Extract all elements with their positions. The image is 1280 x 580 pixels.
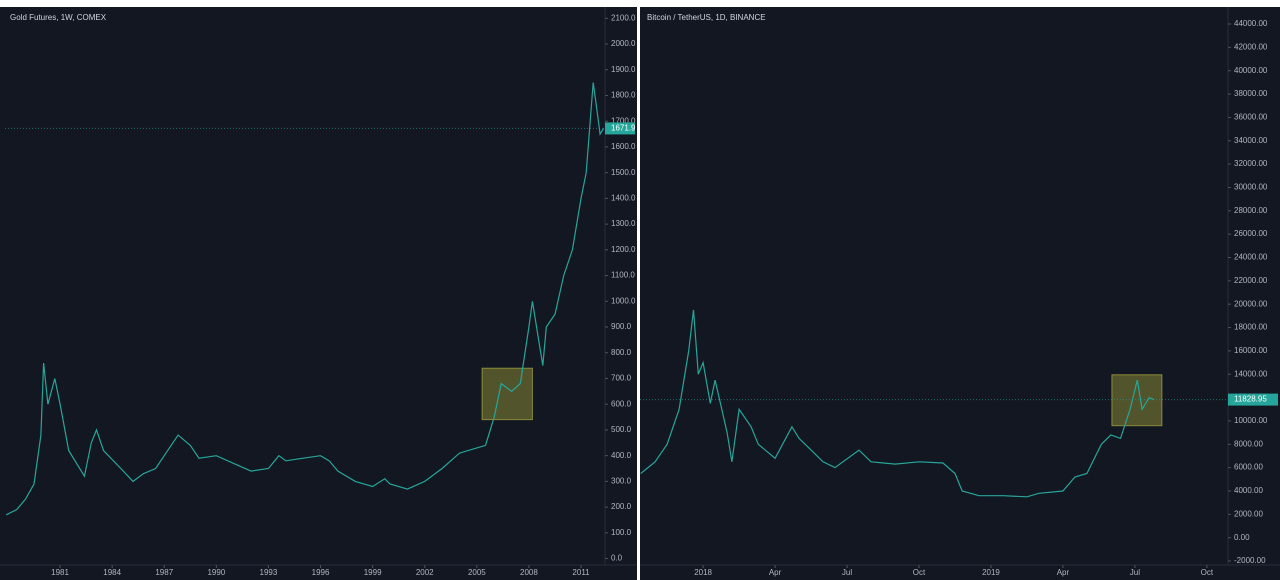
x-tick-label: 1990 bbox=[207, 568, 225, 577]
x-tick-label: Apr bbox=[1057, 568, 1070, 577]
y-tick-label: 500.0 bbox=[611, 425, 632, 434]
y-tick-label: 2000.0 bbox=[611, 39, 636, 48]
highlight-box bbox=[481, 367, 533, 421]
y-tick-label: 400.0 bbox=[611, 451, 632, 460]
y-tick-label: 700.0 bbox=[611, 374, 632, 383]
y-tick-label: 14000.00 bbox=[1234, 369, 1268, 378]
y-tick-label: 1200.0 bbox=[611, 245, 636, 254]
y-tick-label: 44000.00 bbox=[1234, 19, 1268, 28]
y-tick-label: 200.0 bbox=[611, 502, 632, 511]
last-price-label: 1671.9 bbox=[611, 124, 636, 133]
x-tick-label: Jul bbox=[1130, 568, 1140, 577]
y-tick-label: 1900.0 bbox=[611, 65, 636, 74]
x-tick-label: Jul bbox=[842, 568, 852, 577]
x-tick-label: 1993 bbox=[260, 568, 278, 577]
panel bbox=[640, 7, 1280, 580]
y-tick-label: 22000.00 bbox=[1234, 276, 1268, 285]
x-tick-label: 2011 bbox=[572, 568, 590, 577]
y-tick-label: 24000.00 bbox=[1234, 253, 1268, 262]
y-tick-label: 1500.0 bbox=[611, 168, 636, 177]
y-tick-label: 40000.00 bbox=[1234, 66, 1268, 75]
y-tick-label: 30000.00 bbox=[1234, 183, 1268, 192]
y-tick-label: 100.0 bbox=[611, 528, 632, 537]
x-tick-label: 2002 bbox=[416, 568, 434, 577]
x-tick-label: Apr bbox=[769, 568, 782, 577]
x-tick-label: Oct bbox=[913, 568, 926, 577]
y-tick-label: 4000.00 bbox=[1234, 486, 1263, 495]
y-tick-label: 26000.00 bbox=[1234, 229, 1268, 238]
y-tick-label: 2100.0 bbox=[611, 13, 636, 22]
x-tick-label: 1996 bbox=[312, 568, 330, 577]
y-tick-label: 1100.0 bbox=[611, 271, 635, 280]
y-tick-label: 38000.00 bbox=[1234, 89, 1268, 98]
y-tick-label: 600.0 bbox=[611, 399, 632, 408]
x-tick-label: Oct bbox=[1201, 568, 1214, 577]
x-tick-label: 1981 bbox=[51, 568, 69, 577]
chart-title: Bitcoin / TetherUS, 1D, BINANCE bbox=[647, 13, 766, 22]
y-tick-label: -2000.00 bbox=[1234, 556, 1266, 565]
y-tick-label: 900.0 bbox=[611, 322, 632, 331]
last-price-label: 11828.95 bbox=[1234, 395, 1267, 404]
y-tick-label: 34000.00 bbox=[1234, 136, 1268, 145]
y-tick-label: 800.0 bbox=[611, 348, 632, 357]
y-tick-label: 1000.0 bbox=[611, 296, 636, 305]
y-tick-label: 28000.00 bbox=[1234, 206, 1268, 215]
panel bbox=[0, 7, 637, 580]
y-tick-label: 10000.00 bbox=[1234, 416, 1268, 425]
y-tick-label: 42000.00 bbox=[1234, 42, 1268, 51]
y-tick-label: 20000.00 bbox=[1234, 299, 1268, 308]
x-tick-label: 1999 bbox=[364, 568, 382, 577]
y-tick-label: 8000.00 bbox=[1234, 439, 1263, 448]
y-tick-label: 300.0 bbox=[611, 476, 632, 485]
y-tick-label: 1800.0 bbox=[611, 91, 636, 100]
y-tick-label: 16000.00 bbox=[1234, 346, 1268, 355]
chart-title: Gold Futures, 1W, COMEX bbox=[10, 13, 107, 22]
y-tick-label: 0.0 bbox=[611, 554, 623, 563]
y-tick-label: 1300.0 bbox=[611, 219, 636, 228]
price-line bbox=[5, 82, 605, 516]
y-tick-label: 1600.0 bbox=[611, 142, 636, 151]
x-tick-label: 2005 bbox=[468, 568, 486, 577]
y-tick-label: 6000.00 bbox=[1234, 463, 1263, 472]
y-tick-label: 1700.0 bbox=[611, 116, 636, 125]
y-tick-label: 1400.0 bbox=[611, 193, 636, 202]
x-tick-label: 2019 bbox=[982, 568, 1000, 577]
y-tick-label: 36000.00 bbox=[1234, 113, 1268, 122]
y-tick-label: 0.00 bbox=[1234, 533, 1250, 542]
last-price-tag bbox=[605, 122, 635, 135]
x-tick-label: 1984 bbox=[103, 568, 121, 577]
price-line bbox=[640, 309, 1155, 498]
x-tick-label: 2018 bbox=[694, 568, 712, 577]
y-tick-label: 18000.00 bbox=[1234, 323, 1268, 332]
y-tick-label: 32000.00 bbox=[1234, 159, 1268, 168]
last-price-tag bbox=[1228, 393, 1278, 406]
x-tick-label: 1987 bbox=[155, 568, 173, 577]
x-tick-label: 2008 bbox=[520, 568, 538, 577]
y-tick-label: 2000.00 bbox=[1234, 509, 1263, 518]
